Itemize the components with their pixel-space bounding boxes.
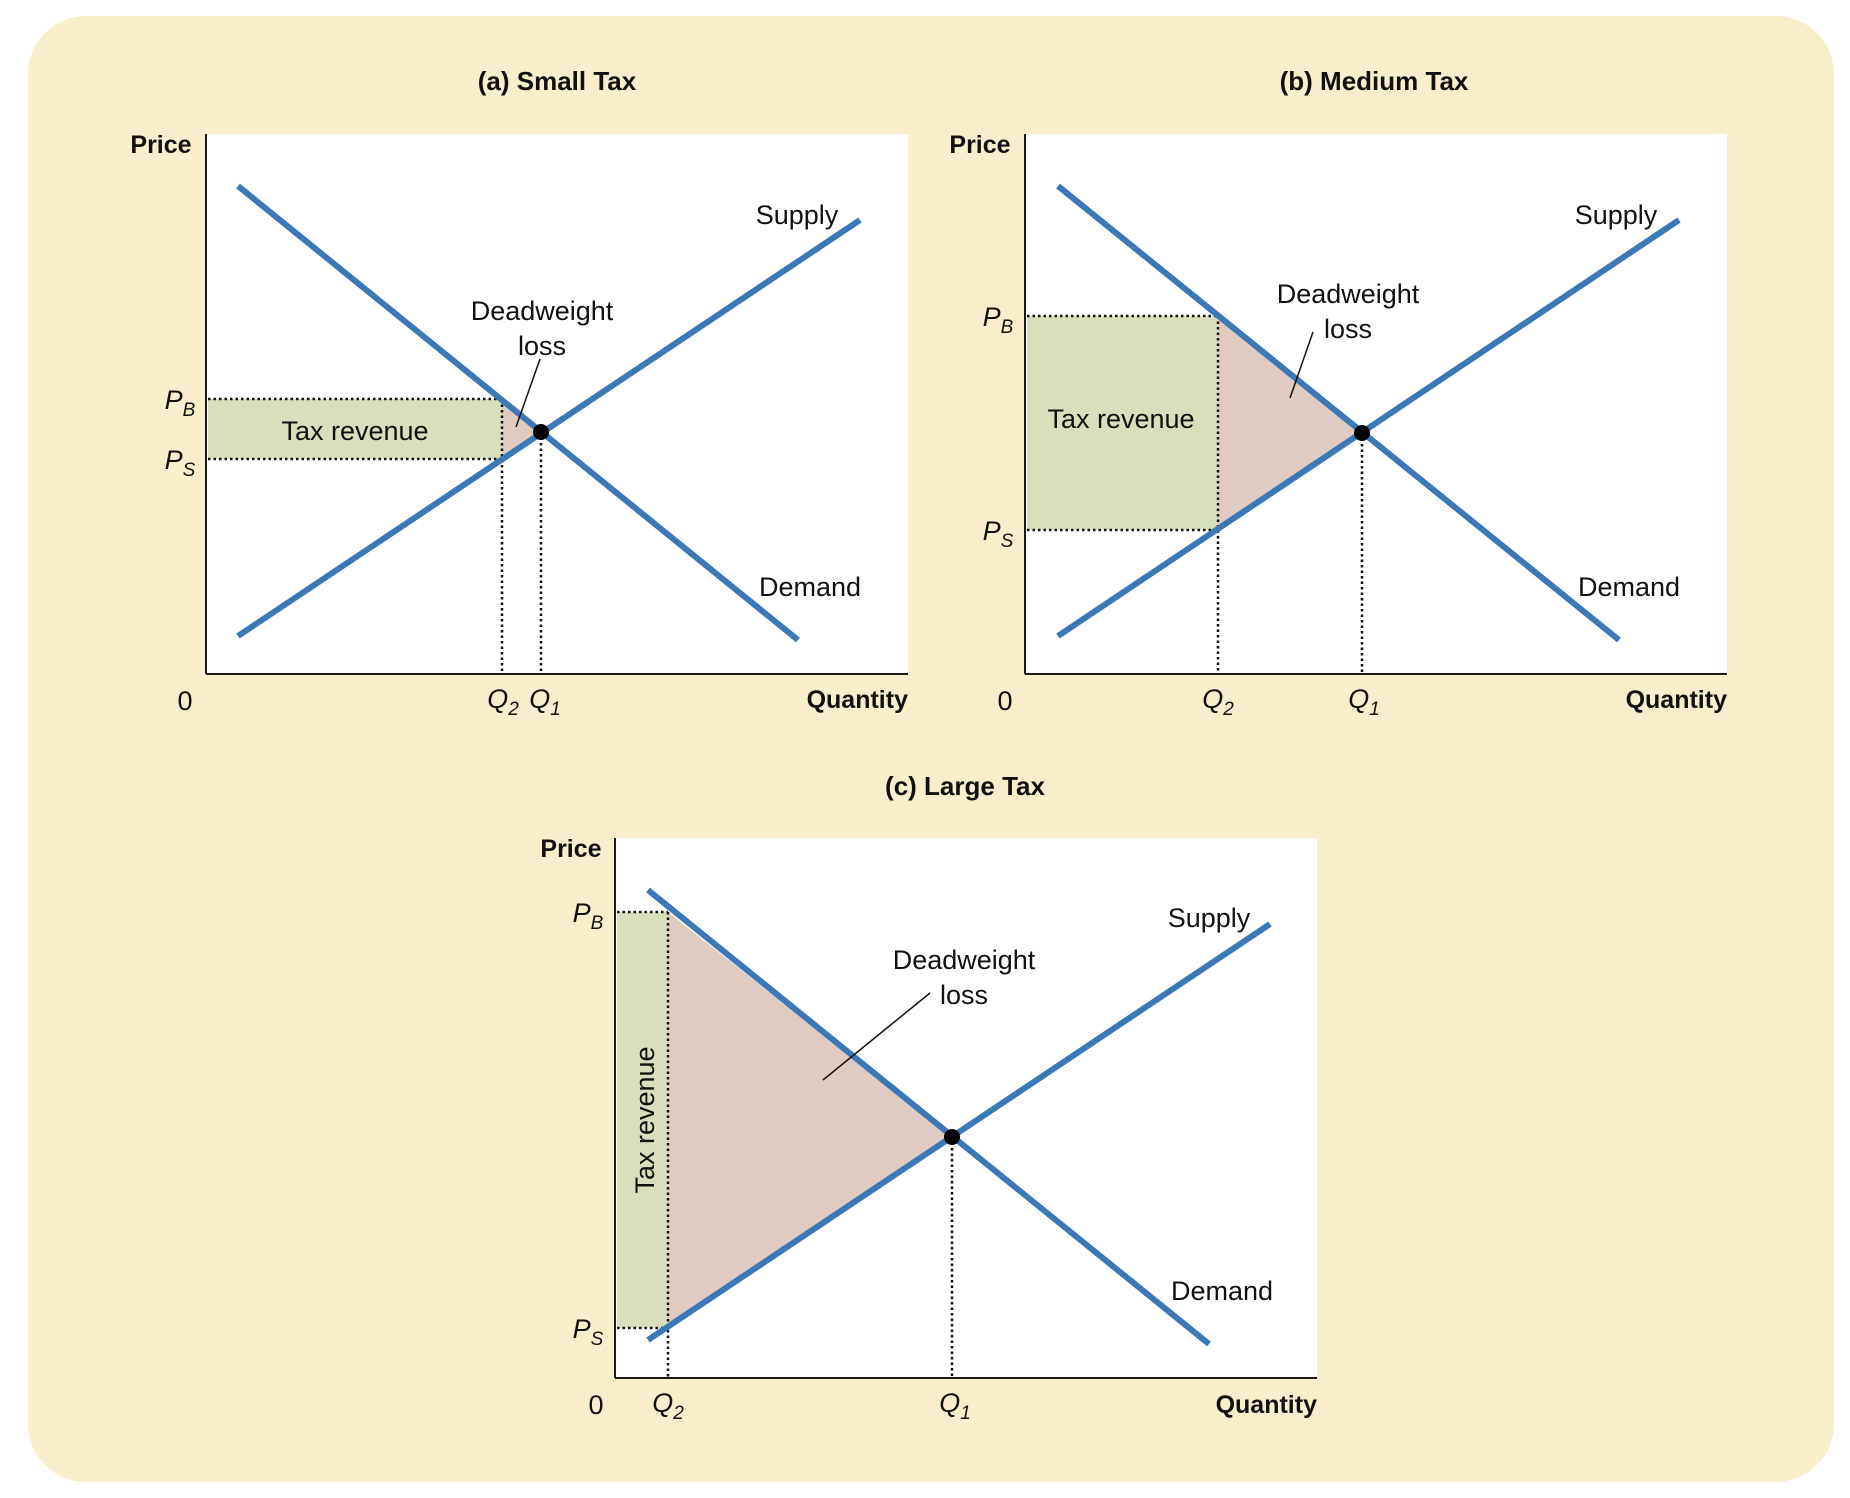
panel-a-supply-curve <box>236 217 862 639</box>
panel-a-demand-label: Demand <box>759 572 861 602</box>
panel-c-origin-label: 0 <box>588 1390 603 1420</box>
panel-a: (a) Small Tax Price Quantity 0 PB PS Q2 … <box>130 66 908 720</box>
panel-c-tax-revenue-area <box>617 912 668 1328</box>
panel-a-title: (a) Small Tax <box>478 66 637 96</box>
panel-a-tax-revenue-label: Tax revenue <box>281 416 428 446</box>
panel-c-deadweight-label-line1: Deadweight <box>893 945 1036 975</box>
panel-b-origin-label: 0 <box>997 686 1012 716</box>
panel-a-pb-label: PB <box>165 385 196 421</box>
panel-c-equilibrium-point <box>944 1129 960 1145</box>
panel-c-demand-label: Demand <box>1171 1276 1273 1306</box>
panel-b-pb-label: PB <box>983 302 1014 338</box>
panel-c-supply-curve <box>646 921 1272 1343</box>
panel-c-demand-curve <box>646 887 1211 1347</box>
panel-c-tax-revenue-label: Tax revenue <box>630 1046 660 1193</box>
panel-c-ps-label: PS <box>573 1314 604 1350</box>
panel-a-q2-label: Q2 <box>487 684 519 720</box>
panel-b-q1-label: Q1 <box>1348 684 1380 720</box>
panel-b-deadweight-loss-area <box>1218 316 1362 530</box>
panel-b-demand-label: Demand <box>1578 572 1680 602</box>
panel-a-q1-label: Q1 <box>529 684 561 720</box>
panel-c-x-axis-title: Quantity <box>1216 1391 1317 1419</box>
panel-b-y-axis-title: Price <box>949 131 1010 159</box>
panel-c-q1-label: Q1 <box>939 1388 971 1424</box>
panel-a-x-axis-title: Quantity <box>807 686 908 714</box>
panel-b-title: (b) Medium Tax <box>1280 66 1469 96</box>
panel-c-supply-label: Supply <box>1168 903 1251 933</box>
panel-a-deadweight-label-line1: Deadweight <box>471 296 614 326</box>
panel-a-supply-label: Supply <box>756 200 839 230</box>
panel-a-deadweight-pointer <box>515 358 541 428</box>
panel-b-ps-label: PS <box>983 516 1014 552</box>
panel-b-supply-label: Supply <box>1575 200 1658 230</box>
panel-a-demand-curve <box>236 183 800 643</box>
panel-c-pb-label: PB <box>573 898 604 934</box>
panel-b-demand-curve <box>1056 183 1621 643</box>
panel-c: (c) Large Tax Price Quantity 0 PB PS Q2 … <box>540 771 1317 1424</box>
panel-b-q2-label: Q2 <box>1202 684 1234 720</box>
panel-b-equilibrium-point <box>1354 425 1370 441</box>
panel-a-y-axis-title: Price <box>130 131 191 159</box>
panel-b-tax-revenue-area <box>1027 316 1218 530</box>
panel-a-deadweight-label-line2: loss <box>518 331 566 361</box>
panel-a-tax-revenue-area <box>208 399 502 459</box>
panel-c-y-axis-title: Price <box>540 835 601 863</box>
panel-a-origin-label: 0 <box>177 686 192 716</box>
panel-c-deadweight-pointer <box>822 992 931 1081</box>
panel-a-deadweight-loss-area <box>502 399 541 459</box>
panel-b-deadweight-label-line2: loss <box>1324 314 1372 344</box>
panel-c-deadweight-label-line2: loss <box>940 980 988 1010</box>
panel-a-equilibrium-point <box>533 424 549 440</box>
panel-a-ps-label: PS <box>165 445 196 481</box>
panel-b: (b) Medium Tax Price Quantity 0 PB PS Q2… <box>949 66 1727 720</box>
panel-b-deadweight-pointer <box>1289 331 1314 399</box>
panel-c-q2-label: Q2 <box>652 1388 684 1424</box>
panel-c-deadweight-loss-area <box>668 912 952 1328</box>
panel-b-supply-curve <box>1056 217 1681 639</box>
panel-b-deadweight-label-line1: Deadweight <box>1277 279 1420 309</box>
panel-b-tax-revenue-label: Tax revenue <box>1047 404 1194 434</box>
panel-b-x-axis-title: Quantity <box>1626 686 1727 714</box>
panel-c-title: (c) Large Tax <box>885 771 1045 801</box>
